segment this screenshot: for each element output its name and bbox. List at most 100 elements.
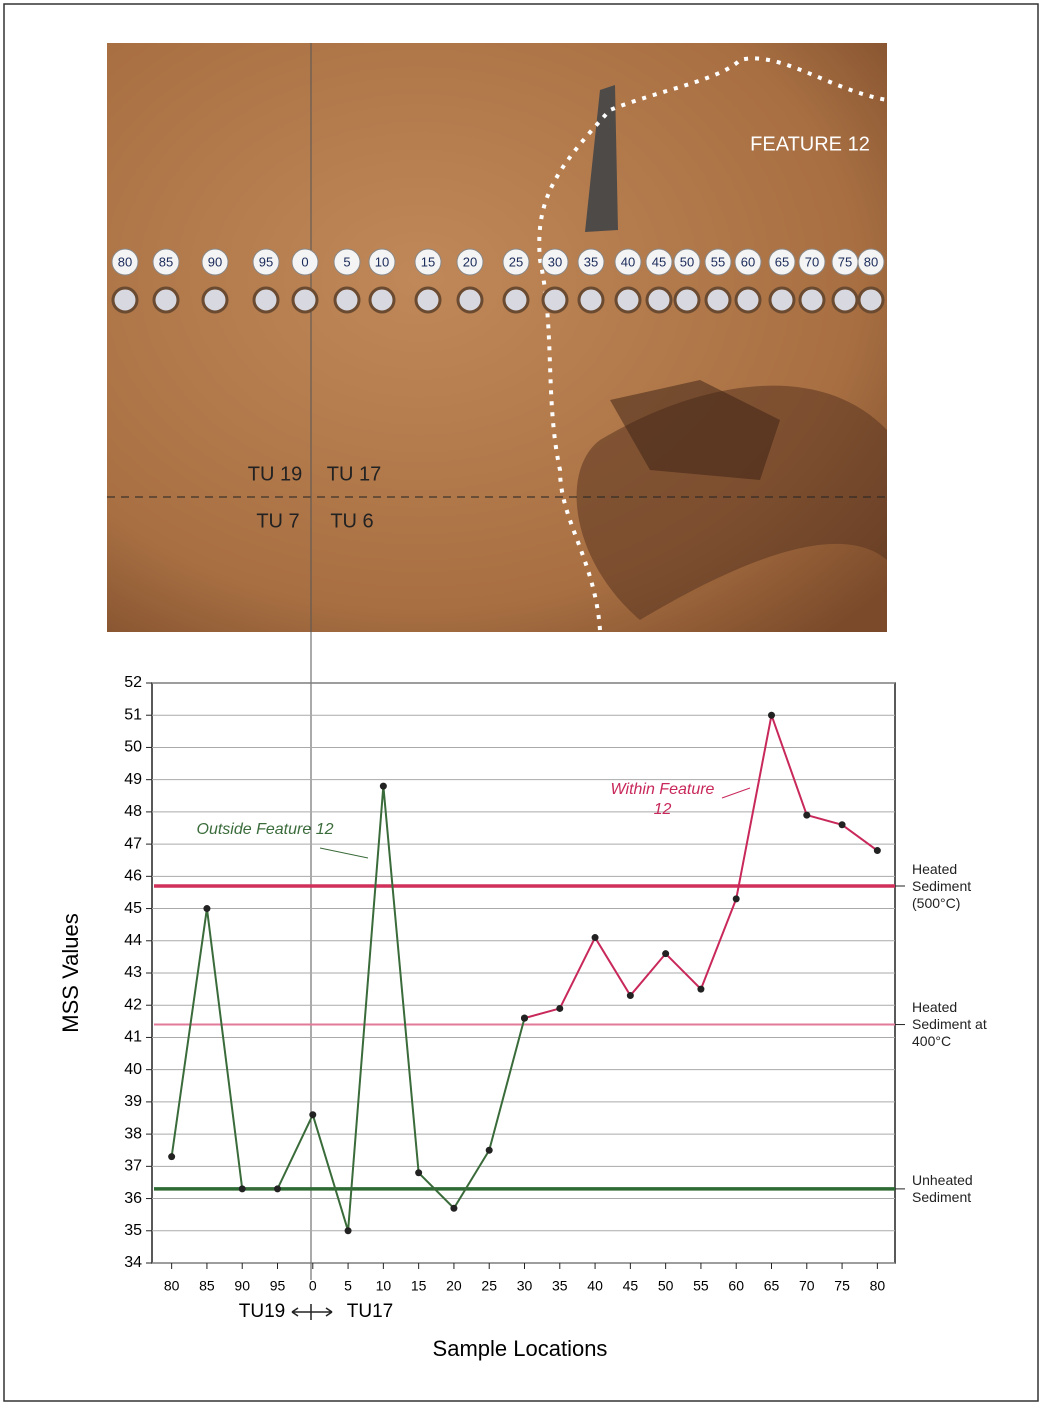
feature-boundary (537, 56, 888, 631)
trowel (585, 85, 618, 232)
sample-tag (291, 248, 319, 276)
x-tick-label: 60 (728, 1278, 744, 1294)
x-tick-label: 5 (344, 1278, 352, 1294)
sample-tag-label: 5 (343, 254, 350, 269)
sample-tag-label: 90 (208, 254, 222, 269)
y-tick-label: 45 (124, 900, 142, 917)
annotation-leader (721, 787, 751, 799)
y-tick-label: 48 (124, 803, 142, 820)
y-tick-label: 50 (124, 739, 142, 756)
data-point (626, 992, 634, 1000)
x-tick-label: 50 (658, 1278, 674, 1294)
sample-tag-label: 10 (375, 254, 389, 269)
sample-tag (614, 248, 642, 276)
y-axis-title: MSS Values (58, 913, 83, 1032)
x-tick-label: 75 (834, 1278, 850, 1294)
sample-tube (541, 286, 569, 314)
reference-label: Heated Sediment at 400°C (912, 999, 987, 1050)
sample-tag (152, 248, 180, 276)
x-sublabel: TU19 (239, 1301, 285, 1322)
x-tick-label: 90 (234, 1278, 250, 1294)
sample-tag-label: 95 (259, 254, 273, 269)
sample-tag (577, 248, 605, 276)
sample-tube (291, 286, 319, 314)
sample-tube (614, 286, 642, 314)
sample-tag-label: 80 (118, 254, 132, 269)
x-tick-label: 70 (799, 1278, 815, 1294)
data-point (274, 1185, 281, 1193)
unit-label: TU 7 (256, 510, 299, 532)
sample-tag (541, 248, 569, 276)
sample-tag (252, 248, 280, 276)
sample-tag-label: 80 (864, 254, 878, 269)
data-point (838, 821, 846, 829)
sample-tag-label: 70 (805, 254, 819, 269)
sample-tag (201, 248, 229, 276)
data-point (238, 1185, 246, 1193)
data-point (168, 1153, 176, 1161)
sample-tube (768, 286, 796, 314)
data-point (697, 985, 705, 993)
sample-tag-label: 40 (621, 254, 635, 269)
y-tick-label: 34 (124, 1254, 142, 1271)
data-point (591, 934, 599, 942)
sample-tag-label: 20 (463, 254, 477, 269)
data-point (450, 1204, 458, 1212)
sample-tag-label: 85 (159, 254, 173, 269)
sample-tube (798, 286, 826, 314)
series-annotation: Within Feature 12 (610, 781, 715, 818)
y-tick-label: 41 (124, 1029, 142, 1046)
sample-tag (704, 248, 732, 276)
sample-tag (414, 248, 442, 276)
x-tick-label: 80 (164, 1278, 180, 1294)
data-point (662, 950, 670, 958)
data-point (803, 811, 811, 819)
dark-patch (610, 380, 780, 480)
x-axis-title: Sample Locations (433, 1336, 608, 1361)
sample-tag-label: 55 (711, 254, 725, 269)
frame (3, 3, 1039, 1402)
sample-tag-label: 25 (509, 254, 523, 269)
sample-tag (111, 248, 139, 276)
reference-label: Unheated Sediment (912, 1171, 973, 1205)
x-tick-label: 15 (411, 1278, 427, 1294)
sample-tag-label: 75 (838, 254, 852, 269)
sample-tube (577, 286, 605, 314)
sample-tag-label: 15 (421, 254, 435, 269)
x-tick-label: 25 (481, 1278, 497, 1294)
unit-label: TU 6 (330, 510, 373, 532)
data-point (379, 782, 387, 790)
y-tick-label: 37 (124, 1158, 142, 1175)
x-tick-label: 95 (270, 1278, 286, 1294)
sample-tag (368, 248, 396, 276)
x-tick-label: 0 (309, 1278, 317, 1294)
series-line (170, 786, 526, 1232)
data-point (309, 1111, 317, 1119)
y-tick-label: 49 (124, 771, 142, 788)
sample-tag-label: 30 (548, 254, 562, 269)
sample-tube (502, 286, 530, 314)
y-tick-label: 51 (124, 706, 142, 723)
feature-label: FEATURE 12 (750, 133, 870, 155)
tu-arrows (291, 1304, 333, 1320)
sample-tag-label: 60 (741, 254, 755, 269)
sample-tag (456, 248, 484, 276)
sample-tube (734, 286, 762, 314)
data-point (873, 847, 881, 855)
sample-tube (456, 286, 484, 314)
x-tick-label: 30 (517, 1278, 533, 1294)
reference-label: Heated Sediment (500°C) (912, 860, 972, 911)
sample-tag (798, 248, 826, 276)
data-point (521, 1014, 528, 1022)
data-point (344, 1227, 352, 1235)
y-tick-label: 35 (124, 1222, 142, 1239)
x-tick-label: 40 (587, 1278, 603, 1294)
sample-tag (768, 248, 796, 276)
sample-tag-label: 0 (301, 254, 308, 269)
sample-tube (645, 286, 673, 314)
sample-tag-label: 65 (775, 254, 789, 269)
x-tick-label: 20 (446, 1278, 462, 1294)
y-tick-label: 40 (124, 1061, 142, 1078)
sample-tube (414, 286, 442, 314)
